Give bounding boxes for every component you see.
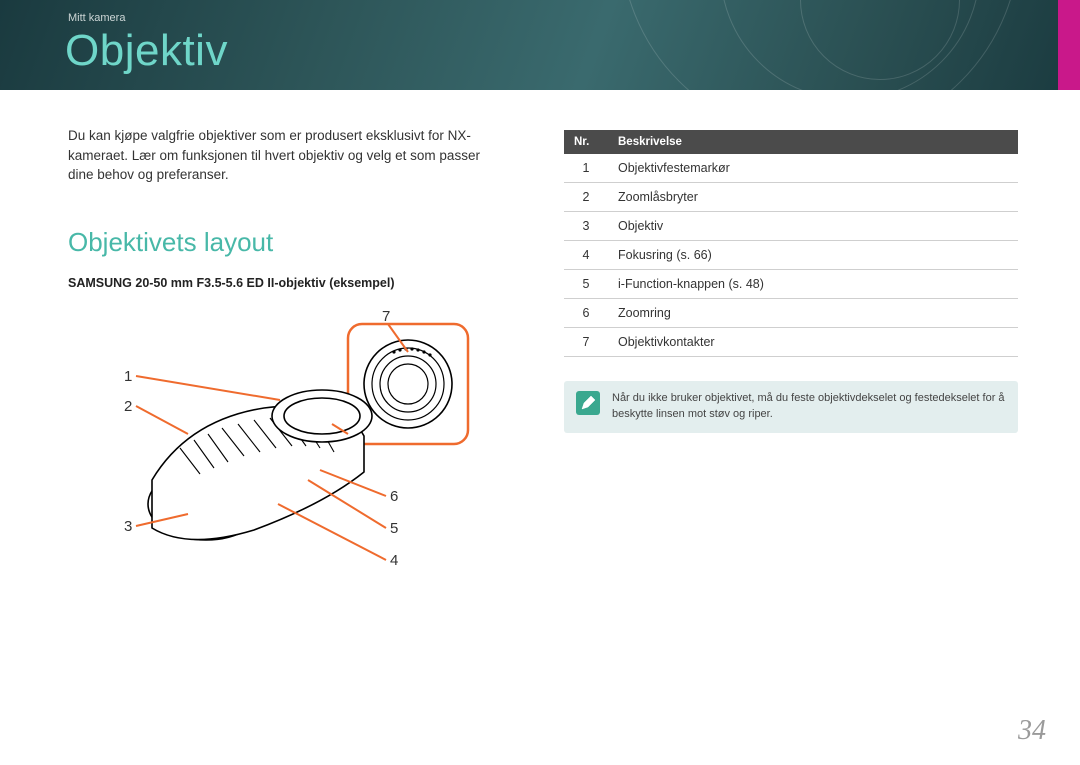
cell-nr: 1: [564, 154, 608, 183]
section-title: Objektivets layout: [68, 227, 508, 258]
note-pen-icon: [576, 391, 600, 415]
col-nr: Nr.: [564, 130, 608, 154]
cell-desc: Zoomlåsbryter: [608, 183, 1018, 212]
parts-table: Nr. Beskrivelse 1Objektivfestemarkør2Zoo…: [564, 130, 1018, 357]
table-row: 1Objektivfestemarkør: [564, 154, 1018, 183]
callout-5: 5: [390, 520, 398, 537]
cell-nr: 6: [564, 299, 608, 328]
callout-6: 6: [390, 488, 398, 505]
note-text: Når du ikke bruker objektivet, må du fes…: [612, 391, 1006, 423]
cell-desc: Objektiv: [608, 212, 1018, 241]
lens-diagram: 1 2 3 4 5 6 7: [68, 304, 508, 584]
page-number: 34: [1018, 715, 1046, 747]
cell-nr: 7: [564, 328, 608, 357]
breadcrumb: Mitt kamera: [68, 12, 125, 24]
cell-desc: Fokusring (s. 66): [608, 241, 1018, 270]
callout-4: 4: [390, 552, 398, 569]
cell-nr: 2: [564, 183, 608, 212]
cell-desc: Zoomring: [608, 299, 1018, 328]
table-row: 6Zoomring: [564, 299, 1018, 328]
table-row: 3Objektiv: [564, 212, 1018, 241]
cell-desc: Objektivkontakter: [608, 328, 1018, 357]
cell-nr: 4: [564, 241, 608, 270]
cell-nr: 5: [564, 270, 608, 299]
callout-1: 1: [124, 368, 132, 385]
table-row: 7Objektivkontakter: [564, 328, 1018, 357]
note-box: Når du ikke bruker objektivet, må du fes…: [564, 381, 1018, 433]
cell-desc: Objektivfestemarkør: [608, 154, 1018, 183]
table-row: 2Zoomlåsbryter: [564, 183, 1018, 212]
callout-7: 7: [382, 308, 390, 325]
lens-caption: SAMSUNG 20-50 mm F3.5-5.6 ED II-objektiv…: [68, 276, 508, 290]
page-title: Objektiv: [65, 26, 228, 76]
table-row: 5i-Function-knappen (s. 48): [564, 270, 1018, 299]
table-row: 4Fokusring (s. 66): [564, 241, 1018, 270]
col-desc: Beskrivelse: [608, 130, 1018, 154]
callout-3: 3: [124, 518, 132, 535]
page-banner: Mitt kamera Objektiv: [0, 0, 1080, 90]
side-tab: [1058, 0, 1080, 90]
cell-desc: i-Function-knappen (s. 48): [608, 270, 1018, 299]
intro-paragraph: Du kan kjøpe valgfrie objektiver som er …: [68, 126, 508, 185]
cell-nr: 3: [564, 212, 608, 241]
callout-2: 2: [124, 398, 132, 415]
